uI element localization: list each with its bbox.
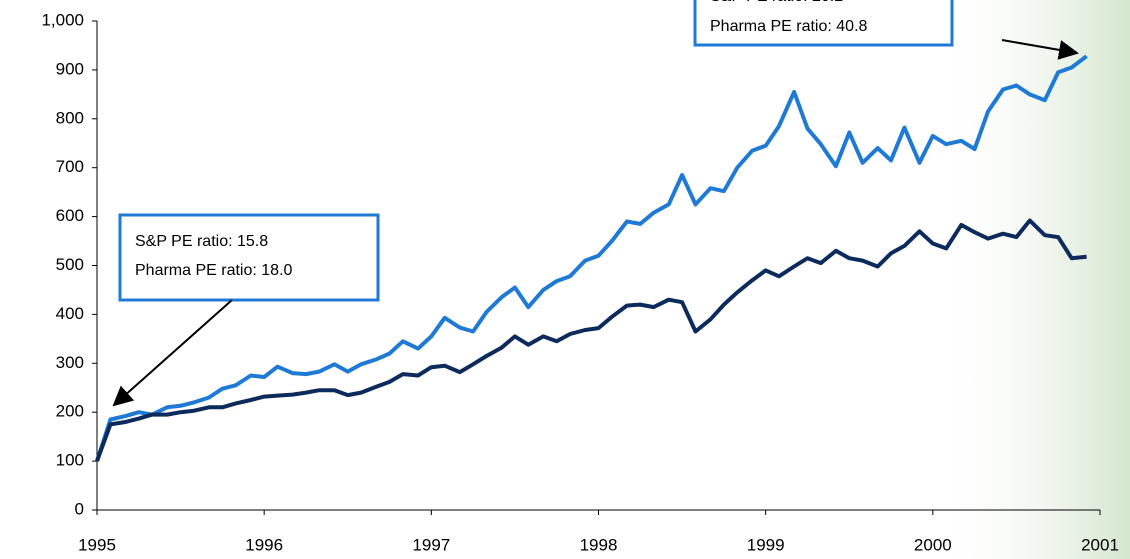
annotation-text: Pharma PE ratio: 40.8: [710, 18, 868, 35]
y-tick-label: 800: [56, 108, 84, 127]
annotation-box: [693, 0, 954, 47]
y-tick-label: 400: [56, 304, 84, 323]
y-tick-label: 500: [56, 255, 84, 274]
x-tick-label: 2001: [1081, 535, 1119, 554]
y-tick-label: 600: [56, 206, 84, 225]
annotation-text: Pharma PE ratio: 18.0: [135, 262, 293, 279]
data-line: [95, 54, 1088, 462]
y-tick-label: 900: [56, 59, 84, 78]
y-tick-label: 0: [75, 499, 84, 518]
y-tick-label: 100: [56, 451, 84, 470]
x-tick-label: 1998: [580, 535, 618, 554]
x-tick-label: 1999: [747, 535, 785, 554]
x-tick-label: 1996: [245, 535, 283, 554]
y-tick-label: 1,000: [41, 10, 84, 29]
y-tick-label: 200: [56, 402, 84, 421]
x-tick-label: 1997: [412, 535, 450, 554]
annotation-arrow: [112, 299, 233, 407]
background-decoration: [930, 0, 1130, 559]
annotation-box: [118, 213, 380, 302]
x-tick-label: 2000: [914, 535, 952, 554]
data-line: [95, 218, 1087, 462]
x-tick-label: 1995: [78, 535, 116, 554]
annotation-text: S&P PE ratio: 20.2: [710, 0, 843, 5]
y-tick-label: 700: [56, 157, 84, 176]
y-tick-label: 300: [56, 353, 84, 372]
annotation-arrow: [1001, 39, 1079, 60]
annotation-text: S&P PE ratio: 15.8: [135, 233, 268, 250]
